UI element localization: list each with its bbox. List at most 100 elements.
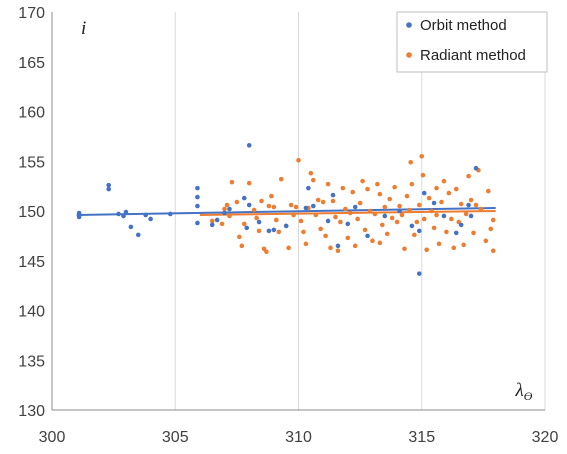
data-point-radiant: [301, 229, 306, 235]
data-point-radiant: [408, 159, 413, 165]
data-point-radiant: [269, 193, 274, 199]
data-point-orbit: [266, 228, 272, 234]
data-point-orbit: [325, 218, 331, 224]
data-point-radiant: [453, 186, 459, 192]
data-point-radiant: [375, 181, 380, 187]
data-point-orbit: [382, 213, 388, 219]
data-point-orbit: [468, 213, 474, 219]
y-tick-label: 170: [18, 5, 45, 22]
data-point-radiant: [323, 233, 328, 239]
data-point-orbit: [246, 143, 252, 148]
data-point-radiant: [239, 243, 245, 249]
data-point-radiant: [209, 218, 215, 224]
data-point-orbit: [271, 227, 277, 233]
data-point-orbit: [123, 209, 129, 215]
y-tick-label: 155: [18, 154, 45, 171]
data-point-orbit: [441, 213, 447, 219]
legend-box: [396, 11, 548, 73]
data-point-radiant: [237, 234, 242, 240]
x-tick-label: 305: [162, 429, 189, 446]
x-tick-label: 315: [408, 429, 435, 446]
data-point-orbit: [256, 219, 262, 225]
data-point-radiant: [444, 229, 449, 235]
data-point-radiant: [333, 214, 338, 220]
data-point-radiant: [224, 202, 230, 208]
data-point-radiant: [328, 245, 333, 251]
data-point-radiant: [434, 185, 439, 191]
data-point-orbit: [473, 165, 479, 171]
data-point-orbit: [397, 208, 402, 214]
data-point-radiant: [347, 210, 353, 216]
x-axis-label: λϴ: [515, 380, 533, 403]
x-tick-label: 320: [532, 429, 559, 446]
data-point-orbit: [143, 212, 148, 218]
data-point-radiant: [271, 204, 277, 210]
data-point-orbit: [458, 222, 464, 228]
data-point-radiant: [254, 215, 259, 221]
data-point-radiant: [350, 189, 356, 195]
y-tick-label: 145: [18, 254, 45, 271]
data-point-radiant: [365, 186, 370, 192]
data-point-radiant: [490, 217, 496, 223]
data-point-orbit: [453, 230, 459, 236]
data-point-radiant: [483, 238, 489, 244]
y-tick-label: 140: [18, 304, 45, 321]
data-point-radiant: [288, 202, 294, 208]
data-point-orbit: [416, 228, 422, 234]
data-point-radiant: [412, 232, 417, 238]
data-point-orbit: [106, 186, 111, 192]
data-point-radiant: [256, 228, 262, 234]
data-point-orbit: [306, 185, 311, 191]
data-point-radiant: [276, 229, 282, 235]
data-point-radiant: [397, 203, 402, 209]
data-point-orbit: [244, 225, 250, 231]
data-point-radiant: [222, 206, 227, 212]
data-point-radiant: [229, 179, 235, 185]
data-point-radiant: [343, 206, 348, 212]
trendline-radiant: [199, 210, 496, 216]
data-point-radiant: [429, 208, 434, 214]
data-point-orbit: [421, 190, 427, 196]
x-tick-label: 300: [39, 429, 66, 446]
data-point-radiant: [419, 153, 425, 159]
data-point-orbit: [310, 203, 316, 209]
data-point-orbit: [195, 185, 200, 191]
data-point-orbit: [335, 243, 341, 249]
data-point-radiant: [409, 181, 415, 187]
data-point-radiant: [360, 178, 365, 184]
data-point-radiant: [241, 221, 247, 227]
data-points: [76, 143, 496, 276]
data-point-radiant: [219, 221, 225, 227]
data-point-radiant: [357, 200, 363, 206]
data-point-radiant: [251, 207, 257, 213]
y-tick-label: 130: [18, 403, 45, 420]
data-point-radiant: [416, 202, 422, 208]
data-point-radiant: [414, 219, 420, 225]
data-point-orbit: [195, 203, 200, 209]
data-point-radiant: [436, 241, 442, 247]
data-point-radiant: [387, 196, 393, 202]
data-point-radiant: [434, 212, 439, 218]
data-point-orbit: [365, 233, 370, 239]
data-point-radiant: [338, 219, 343, 225]
data-point-orbit: [303, 205, 309, 211]
y-tick-label: 160: [18, 105, 45, 122]
data-point-radiant: [377, 240, 383, 246]
data-point-orbit: [76, 210, 82, 216]
data-point-radiant: [392, 184, 397, 190]
data-point-radiant: [466, 173, 471, 179]
axis-labels: i λϴ: [81, 18, 533, 403]
data-point-radiant: [490, 248, 496, 254]
tick-labels: 130 135 140 145 150 155 160 165 170 300 305 310 315 3…: [18, 5, 558, 446]
data-point-radiant: [468, 197, 474, 203]
legend-marker-radiant: [406, 52, 412, 58]
data-point-radiant: [420, 172, 426, 178]
data-point-radiant: [439, 199, 444, 205]
data-point-radiant: [298, 218, 304, 224]
data-point-orbit: [168, 211, 173, 217]
data-point-radiant: [402, 246, 407, 252]
data-point-radiant: [473, 202, 479, 208]
data-point-orbit: [76, 214, 82, 220]
data-point-radiant: [404, 193, 410, 199]
